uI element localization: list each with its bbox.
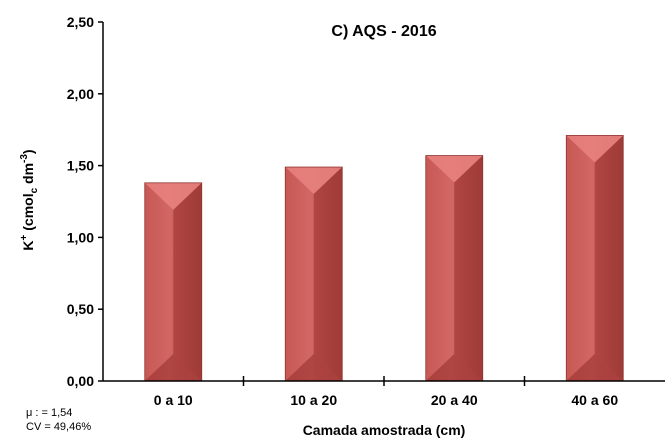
bar-bevel-top [566,135,624,163]
stats-cv: CV = 49,46% [26,421,92,433]
y-tick-label: 2,50 [67,14,94,30]
y-tick-label: 1,50 [67,158,94,174]
x-tick-label: 10 a 20 [290,392,337,408]
x-tick-label: 40 a 60 [571,392,618,408]
bar-bevel-bottom [285,354,343,381]
bar-bevel-right [313,167,343,381]
bar-bevel-top [144,182,202,210]
y-label-suffix: ) [20,149,36,154]
bar-bevel-left [285,167,314,381]
bar-bevel-bottom [566,354,624,381]
x-tick-label: 20 a 40 [431,392,478,408]
x-tick-label: 0 a 10 [154,392,193,408]
bars-group [144,135,624,382]
bar-bevel-bottom [425,354,483,381]
bar [144,182,203,382]
axes-group: 0,00 0,50 1,00 1,50 2,00 2,50 0 a 10 10 a 20 20 … [67,14,665,408]
y-tick-label: 0,50 [67,301,94,317]
y-label-mid: (cmol [20,193,36,234]
y-label-sup2: -3 [19,154,30,163]
chart-title: C) AQS - 2016 [331,23,436,40]
bar-bevel-right [454,155,483,381]
y-label-prefix: K [20,240,36,250]
y-tick-label: 2,00 [67,86,94,102]
y-axis-label: K+ (cmolc dm-3) [19,149,40,250]
bar [425,155,484,382]
stats-mean: μ : = 1,54 [26,407,73,419]
bar-bevel-right [594,135,624,381]
x-axis-label: Camada amostrada (cm) [303,422,466,438]
stats-block: μ : = 1,54 CV = 49,46% [26,406,91,434]
bar [565,135,624,382]
bar-bevel-right [173,182,202,381]
y-label-sub: c [29,187,40,193]
bar [284,166,343,382]
y-label-mid2: dm [20,163,36,188]
bar-bevel-left [566,135,595,381]
bar-bevel-top [285,167,343,195]
y-tick-label: 1,00 [67,229,94,245]
y-label-sup1: + [19,234,30,240]
y-tick-label: 0,00 [67,373,94,389]
bar-bevel-top [425,155,483,183]
bar-bevel-left [144,182,174,381]
bar-bevel-bottom [144,354,202,381]
bar-bevel-left [425,155,455,381]
